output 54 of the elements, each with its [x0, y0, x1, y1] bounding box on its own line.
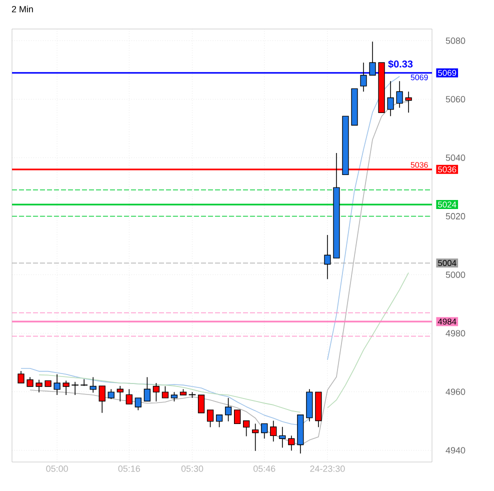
y-tick-label: 5040	[446, 154, 466, 161]
candlestick	[80, 378, 88, 386]
y-tick-label: 5020	[446, 213, 466, 220]
x-tick-label: 05:46	[253, 466, 276, 472]
candlestick	[387, 80, 394, 117]
candlestick	[243, 420, 250, 437]
candlestick	[224, 398, 232, 422]
candlestick	[324, 234, 331, 280]
candlestick	[54, 374, 60, 396]
candlestick	[18, 370, 24, 384]
x-tick-label: 05:00	[46, 466, 68, 472]
candlestick	[252, 423, 259, 452]
y-tick-label: 4960	[446, 388, 466, 395]
ref-line-label: 5036	[438, 166, 456, 172]
candlestick	[234, 410, 241, 424]
candlestick	[98, 386, 106, 414]
candlestick	[405, 91, 412, 114]
candlestick	[360, 62, 367, 92]
annotation: $0.33	[388, 60, 413, 68]
candlestick	[396, 80, 403, 108]
candlestick	[288, 435, 295, 451]
candlestick	[270, 420, 277, 442]
candlestick	[261, 423, 268, 439]
x-tick-label: 05:30	[181, 466, 204, 472]
candlestick	[170, 392, 178, 402]
candlestick	[279, 426, 286, 448]
ref-line-label: 5004	[438, 260, 456, 266]
candlestick	[26, 376, 34, 387]
candlestick	[216, 414, 223, 428]
candlestick	[369, 41, 376, 76]
candlestick	[36, 379, 42, 393]
y-tick-label: 5060	[446, 96, 466, 102]
candlestick	[144, 376, 151, 402]
x-tick-label: 05:16	[118, 466, 140, 472]
candlestick	[116, 386, 124, 402]
y-tick-label: 4980	[446, 330, 466, 336]
candlestick	[108, 388, 114, 400]
candlestick	[206, 410, 214, 428]
candlestick	[62, 380, 70, 396]
candlestick	[198, 394, 205, 414]
candlestick	[90, 376, 96, 394]
x-tick-label: 24-23:30	[310, 466, 345, 472]
y-tick-label: 4940	[446, 447, 466, 454]
candlestick	[134, 398, 142, 411]
chart-title: 2 Min	[12, 6, 33, 12]
candlestick	[126, 388, 132, 404]
candlestick	[162, 386, 169, 398]
ref-line-label: 5069	[438, 70, 456, 76]
ref-line-label: 5024	[438, 202, 456, 208]
y-tick-label: 5000	[446, 272, 466, 278]
y-tick-label: 5080	[446, 38, 466, 44]
candlestick	[152, 382, 160, 402]
candlestick	[71, 381, 80, 396]
ref-line-label: 4984	[438, 318, 456, 325]
